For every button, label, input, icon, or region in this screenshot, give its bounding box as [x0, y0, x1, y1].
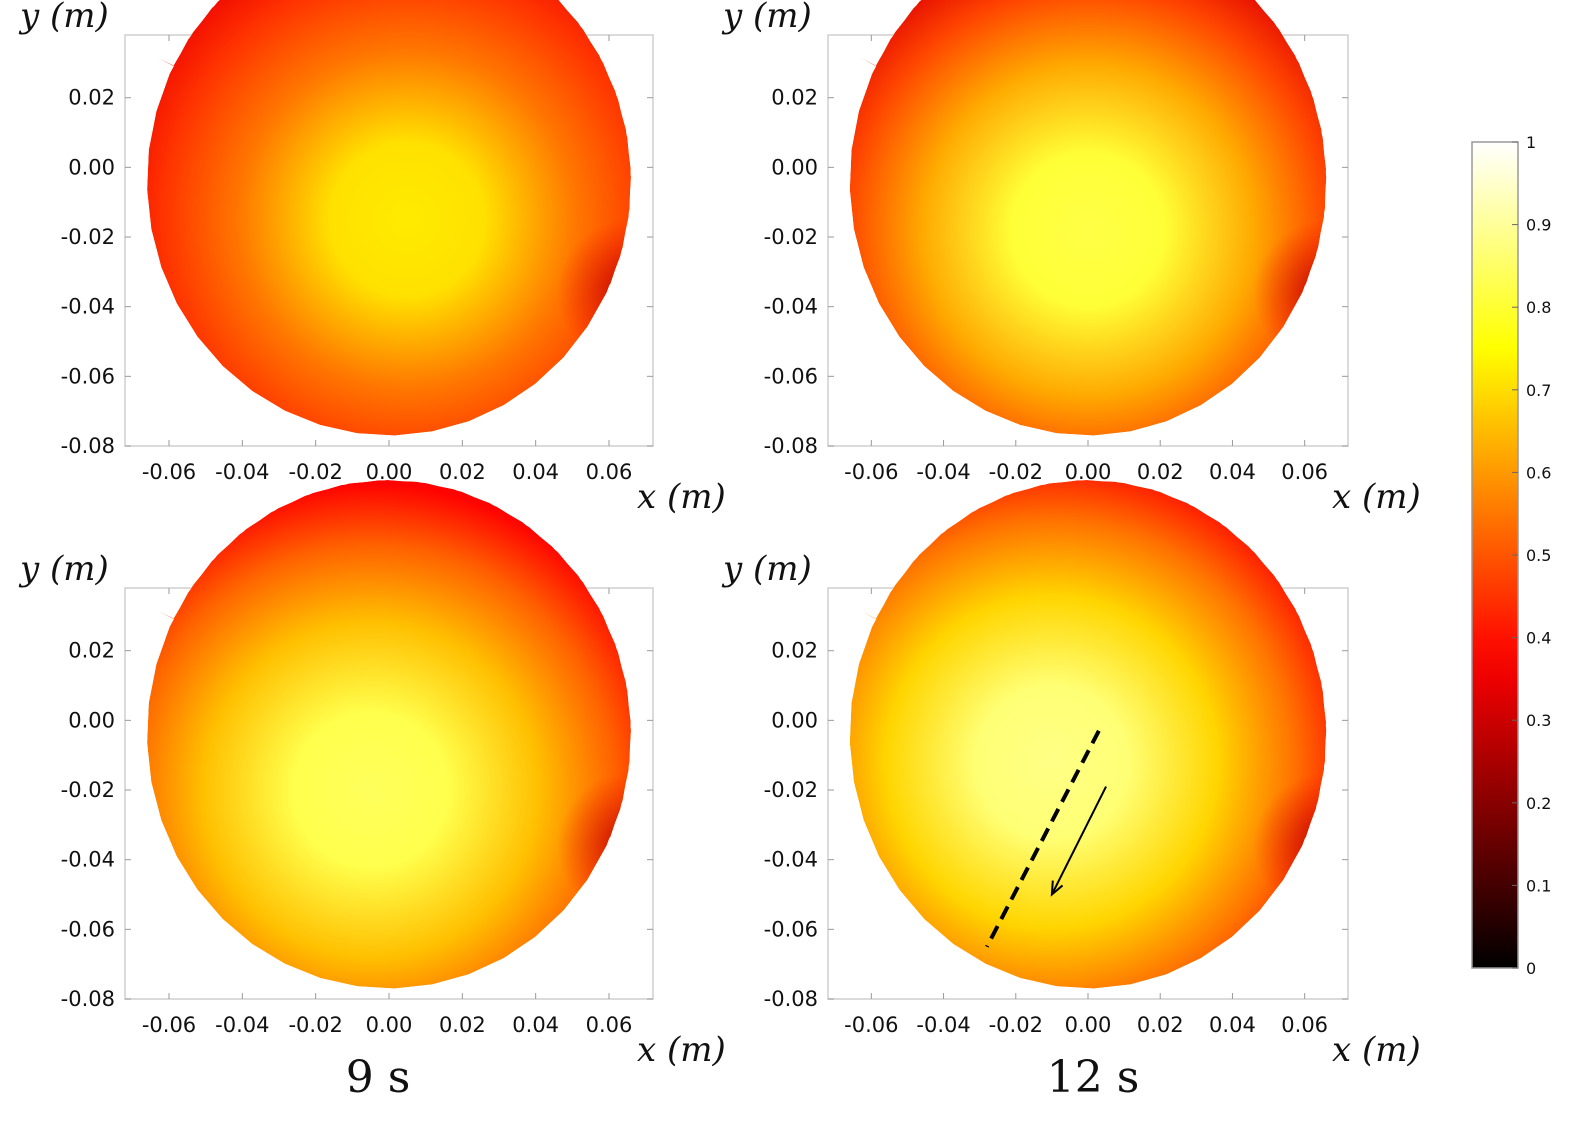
heatmap-tip-shading	[849, 0, 1327, 436]
y-tick-label: 0.02	[771, 639, 818, 663]
x-tick-label: -0.04	[215, 460, 269, 484]
x-tick-label: 0.00	[1065, 460, 1112, 484]
x-axis-label: x (m)	[1332, 1030, 1421, 1070]
x-tick-label: -0.04	[916, 460, 970, 484]
y-tick-label: 0.00	[68, 155, 115, 179]
x-tick-label: 0.02	[439, 1013, 486, 1037]
x-tick-label: 0.00	[366, 460, 413, 484]
heatmap-tip-shading	[849, 480, 1327, 989]
x-tick-label: -0.02	[288, 1013, 342, 1037]
heatmap-tip-shading	[147, 480, 631, 989]
y-tick-label: 0.02	[68, 639, 115, 663]
x-tick-label: 0.04	[512, 1013, 559, 1037]
panel-p3: -0.06 -0.04 -0.02 0.00 0.02 0.04 0.060.020.00-…	[18, 0, 726, 553]
x-tick-label: 0.06	[586, 1013, 633, 1037]
colorbar-bar	[1471, 141, 1519, 969]
y-tick-label: -0.08	[61, 987, 115, 1011]
colorbar-tick-label: 0.6	[1526, 463, 1551, 482]
x-tick-label: -0.02	[288, 460, 342, 484]
y-tick-label: -0.06	[61, 917, 115, 941]
y-tick-label: -0.06	[764, 364, 818, 388]
y-axis-label: y (m)	[721, 0, 812, 36]
x-axis-label: x (m)	[637, 1030, 726, 1070]
x-tick-label: -0.04	[215, 1013, 269, 1037]
colorbar-tick-label: 0.2	[1526, 794, 1551, 813]
y-tick-label: 0.02	[771, 86, 818, 110]
heatmap-tip-shading	[147, 0, 631, 436]
colorbar-tick-label: 0.5	[1526, 546, 1551, 565]
colorbar-tick-label: 0.1	[1526, 876, 1551, 895]
flow-arrow-head	[1050, 880, 1064, 897]
colorbar-tick-label: 0.9	[1526, 216, 1551, 235]
y-axis-label: y (m)	[721, 549, 812, 589]
x-tick-label: 0.04	[1209, 460, 1256, 484]
colorbar-tick-label: 0.4	[1526, 629, 1551, 648]
x-tick-label: 0.06	[586, 460, 633, 484]
panel-p12: -0.06 -0.04 -0.02 0.00 0.02 0.04 0.060.020.00-…	[721, 480, 1421, 1103]
x-tick-label: 0.00	[366, 1013, 413, 1037]
x-tick-label: -0.06	[844, 460, 898, 484]
x-tick-label: 0.02	[1137, 460, 1184, 484]
y-tick-label: -0.08	[764, 987, 818, 1011]
colorbar-tick-label: 0.7	[1526, 381, 1551, 400]
panel-caption: 12 s	[1047, 1052, 1140, 1103]
colorbar-tick-label: 0.8	[1526, 298, 1551, 317]
y-tick-label: -0.02	[61, 778, 115, 802]
x-tick-label: -0.04	[916, 1013, 970, 1037]
y-tick-label: 0.00	[68, 708, 115, 732]
panel-caption: 9 s	[346, 1052, 411, 1103]
colorbar-tick-label: 1	[1526, 133, 1536, 152]
x-axis-label: x (m)	[1332, 477, 1421, 517]
y-tick-label: -0.04	[764, 295, 818, 319]
y-tick-label: -0.02	[764, 225, 818, 249]
y-tick-label: -0.04	[764, 848, 818, 872]
x-tick-label: -0.02	[989, 460, 1043, 484]
x-tick-label: -0.06	[142, 1013, 196, 1037]
y-tick-label: -0.08	[61, 434, 115, 458]
y-tick-label: 0.00	[771, 155, 818, 179]
x-tick-label: -0.02	[989, 1013, 1043, 1037]
panel-p9: -0.06 -0.04 -0.02 0.00 0.02 0.04 0.060.020.00-…	[18, 480, 726, 1103]
y-tick-label: -0.02	[61, 225, 115, 249]
x-tick-label: 0.06	[1281, 1013, 1328, 1037]
panel-p6: -0.06 -0.04 -0.02 0.00 0.02 0.04 0.060.020.00-…	[721, 0, 1421, 553]
flow-arrow-shaft	[1050, 786, 1107, 895]
colorbar: 0 0.1 0.2 0.3 0.4 0.5 0.6 0.7 0.8 0.9 1	[1471, 133, 1551, 978]
x-tick-label: -0.06	[142, 460, 196, 484]
y-tick-label: 0.00	[771, 708, 818, 732]
y-tick-label: -0.06	[764, 917, 818, 941]
y-tick-label: 0.02	[68, 86, 115, 110]
y-axis-label: y (m)	[18, 0, 109, 36]
y-tick-label: -0.04	[61, 295, 115, 319]
y-tick-label: -0.06	[61, 364, 115, 388]
colorbar-tick-label: 0	[1526, 959, 1536, 978]
x-tick-label: 0.06	[1281, 460, 1328, 484]
y-tick-label: -0.04	[61, 848, 115, 872]
x-tick-label: 0.02	[1137, 1013, 1184, 1037]
x-tick-label: 0.04	[512, 460, 559, 484]
dashed-section-line	[985, 729, 1101, 948]
y-axis-label: y (m)	[18, 549, 109, 589]
colorbar-tick-label: 0.3	[1526, 711, 1551, 730]
y-tick-label: -0.02	[764, 778, 818, 802]
x-tick-label: 0.00	[1065, 1013, 1112, 1037]
x-tick-label: -0.06	[844, 1013, 898, 1037]
x-tick-label: 0.02	[439, 460, 486, 484]
y-tick-label: -0.08	[764, 434, 818, 458]
x-axis-label: x (m)	[637, 477, 726, 517]
x-tick-label: 0.04	[1209, 1013, 1256, 1037]
